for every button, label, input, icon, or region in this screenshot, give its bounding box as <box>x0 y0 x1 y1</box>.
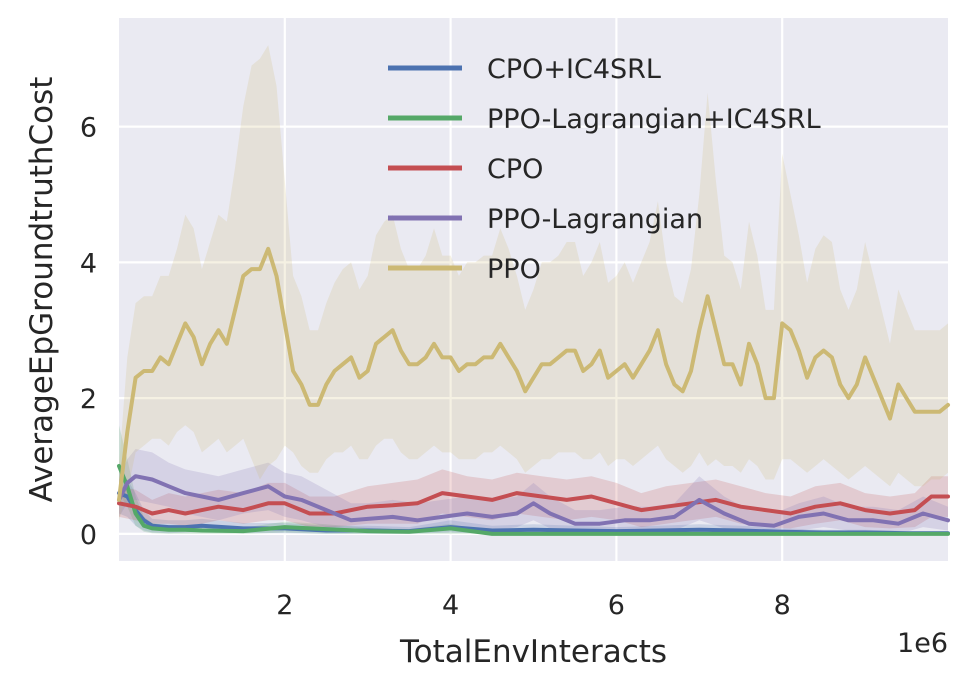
legend-label-cpo: CPO <box>487 154 543 185</box>
line-cpo <box>117 491 950 516</box>
legend-label-cpo-ic4srl: CPO+IC4SRL <box>487 54 661 85</box>
x-tick-label: 2 <box>276 590 293 621</box>
legend-label-ppo: PPO <box>487 254 541 285</box>
series-lines <box>117 246 950 536</box>
grid-lines <box>119 18 948 561</box>
y-tick-label: 4 <box>80 248 97 279</box>
y-axis-ticks: 0 2 4 6 <box>80 113 97 551</box>
x-axis-label: TotalEnvInteracts <box>399 634 667 670</box>
legend-label-ppo-lagrangian-ic4srl: PPO-Lagrangian+IC4SRL <box>487 104 821 135</box>
x-axis-ticks: 2 4 6 8 <box>276 590 791 621</box>
x-tick-label: 4 <box>442 590 459 621</box>
band-ppo <box>119 45 948 521</box>
x-axis-offset-label: 1e6 <box>897 628 948 659</box>
band-cpo-ic4srl <box>119 472 948 534</box>
y-tick-label: 2 <box>80 384 97 415</box>
y-tick-label: 6 <box>80 113 97 144</box>
plot-background <box>119 18 948 561</box>
legend-label-ppo-lagrangian: PPO-Lagrangian <box>487 204 703 235</box>
x-tick-label: 8 <box>774 590 791 621</box>
line-ppo-lagrangian <box>117 474 950 528</box>
line-ppo <box>117 246 950 502</box>
y-axis-label: AverageEpGroundtruthCost <box>24 77 60 503</box>
x-tick-label: 6 <box>608 590 625 621</box>
line-ppo-lagrangian-ic4srl <box>117 464 950 536</box>
y-tick-label: 0 <box>80 520 97 551</box>
legend: CPO+IC4SRL PPO-Lagrangian+IC4SRL CPO PPO-La… <box>388 54 821 285</box>
